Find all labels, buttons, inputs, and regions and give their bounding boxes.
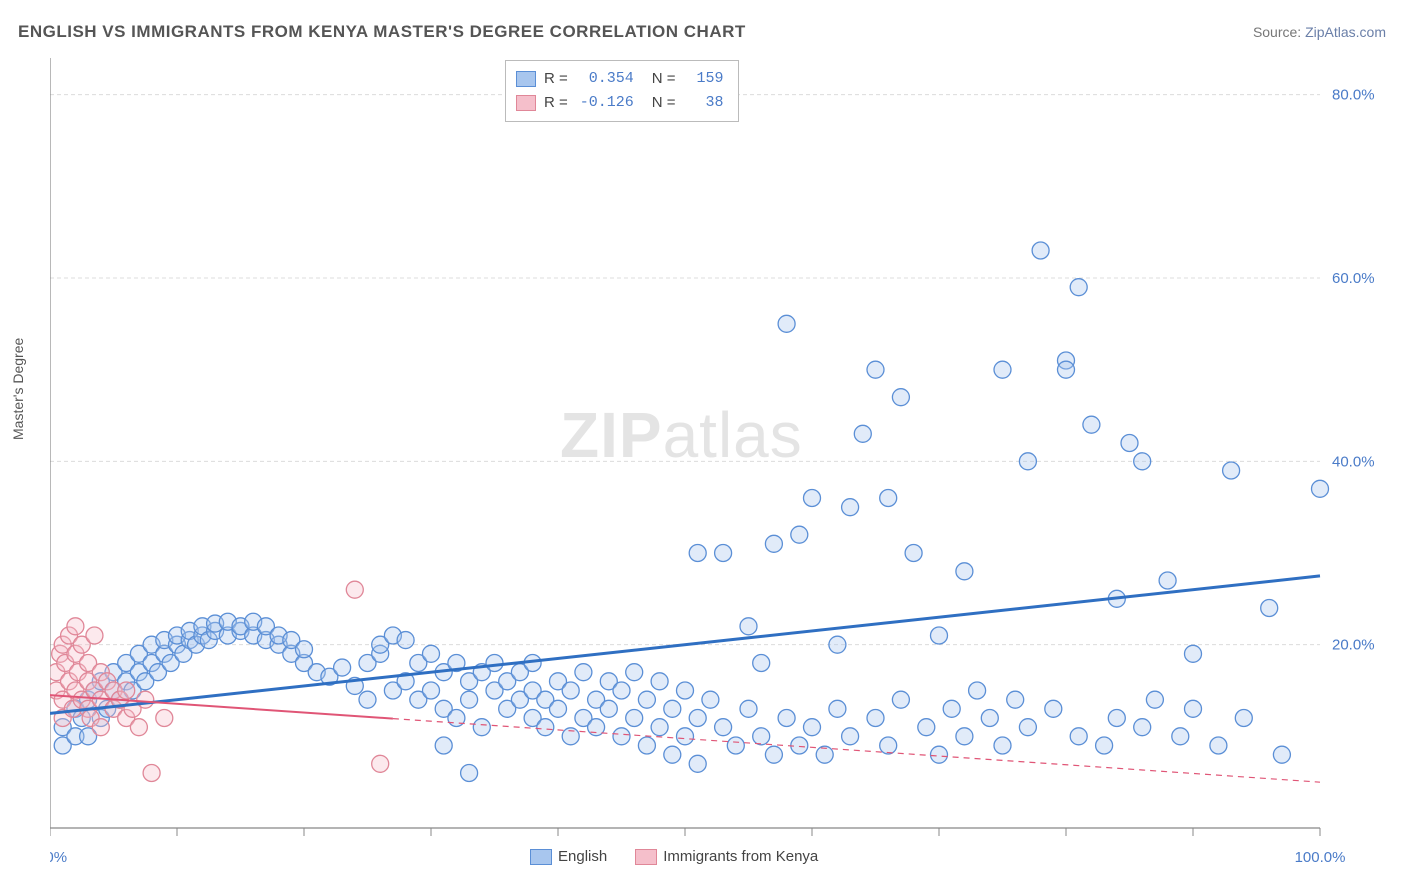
correlation-stats-box: R = 0.354 N = 159 R = -0.126 N = 38: [505, 60, 739, 122]
n-label: N =: [652, 67, 676, 91]
series-legend: English Immigrants from Kenya: [530, 848, 818, 865]
r-label: R =: [544, 91, 568, 115]
legend-swatch: [530, 849, 552, 865]
legend-label: Immigrants from Kenya: [663, 848, 818, 865]
legend-item: Immigrants from Kenya: [635, 848, 818, 865]
r-value: 0.354: [576, 67, 634, 91]
source-link[interactable]: ZipAtlas.com: [1305, 24, 1386, 40]
n-value: 159: [684, 67, 724, 91]
svg-text:100.0%: 100.0%: [1295, 849, 1346, 866]
svg-text:0.0%: 0.0%: [50, 849, 67, 866]
legend-swatch: [516, 71, 536, 87]
r-value: -0.126: [576, 91, 634, 115]
svg-text:60.0%: 60.0%: [1332, 270, 1375, 287]
n-value: 38: [684, 91, 724, 115]
y-axis-label: Master's Degree: [10, 338, 26, 440]
chart-title: ENGLISH VS IMMIGRANTS FROM KENYA MASTER'…: [18, 22, 746, 42]
source-label: Source:: [1253, 24, 1305, 40]
n-label: N =: [652, 91, 676, 115]
legend-swatch: [516, 95, 536, 111]
legend-swatch: [635, 849, 657, 865]
svg-text:40.0%: 40.0%: [1332, 453, 1375, 470]
svg-text:20.0%: 20.0%: [1332, 637, 1375, 654]
source-attribution: Source: ZipAtlas.com: [1253, 24, 1386, 40]
legend-item: English: [530, 848, 607, 865]
stats-row: R = 0.354 N = 159: [516, 67, 724, 91]
chart-area: 20.0%40.0%60.0%80.0%0.0%100.0% ZIPatlas …: [50, 58, 1380, 848]
stats-row: R = -0.126 N = 38: [516, 91, 724, 115]
legend-label: English: [558, 848, 607, 865]
svg-text:80.0%: 80.0%: [1332, 87, 1375, 104]
r-label: R =: [544, 67, 568, 91]
scatter-plot-svg: 20.0% 40.0% 60.0% 80.0% 0.0% 100.0%: [50, 58, 1380, 878]
